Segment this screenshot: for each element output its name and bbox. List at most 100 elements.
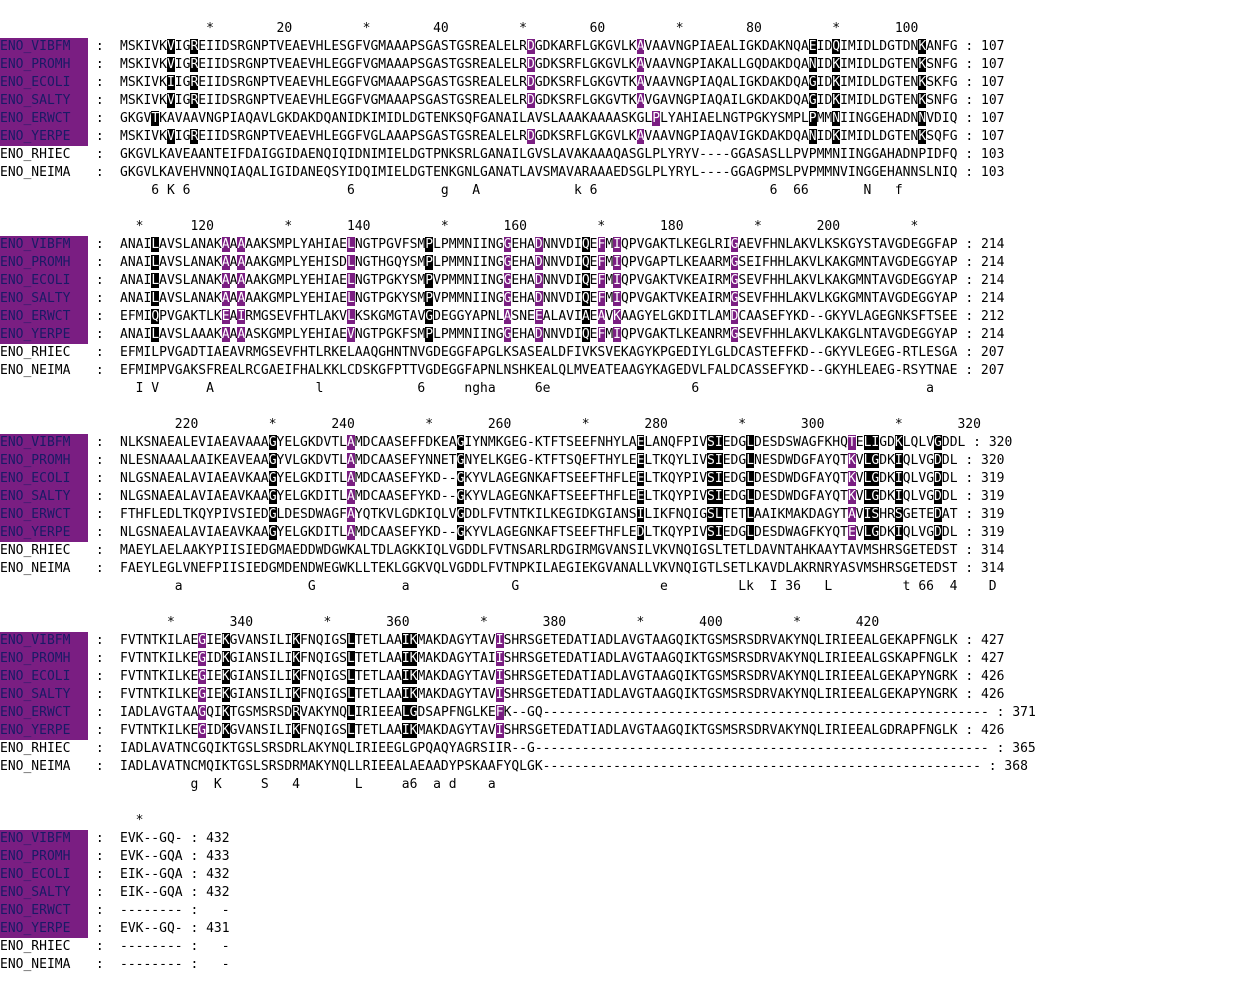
residue-count: : 319	[957, 525, 1005, 540]
alignment-row: ENO_VIBFM : ANAILAVSLANAKAAAAAKSMPLYAHIA…	[0, 236, 1005, 254]
residue-count: : -	[182, 939, 230, 954]
residue-count: : 371	[988, 705, 1036, 720]
separator: :	[88, 849, 112, 864]
sequence-text: ANAILAVSLAAAKAAAASKGMPLYEHIAEVNGTPGKFSMP…	[120, 327, 958, 342]
identical-residue: I	[894, 489, 903, 504]
similar-residue: I	[495, 687, 504, 702]
identical-residue: G	[456, 453, 465, 468]
sequence-name: ENO_VIBFM	[0, 434, 88, 452]
alignment-block: * ENO_VIBFM : EVK--GQ- : 432 ENO_PROMH : E…	[0, 812, 230, 974]
identical-residue: R	[190, 57, 199, 72]
similar-residue: G	[198, 687, 207, 702]
residue-count: : 432	[182, 831, 230, 846]
similar-residue: A	[221, 237, 230, 252]
similar-residue: A	[237, 291, 246, 306]
identical-residue: R	[190, 39, 199, 54]
sequence-name: ENO_RHIEC	[0, 939, 71, 954]
similar-residue: G	[730, 273, 739, 288]
alignment-row: ENO_VIBFM : NLKSNAEALEVIAEAVAAAGYELGKDVT…	[0, 434, 1012, 452]
identical-residue: G	[456, 435, 465, 450]
identical-residue: G	[456, 489, 465, 504]
alignment-row: ENO_NEIMA : -------- : -	[0, 956, 230, 974]
separator: :	[88, 957, 112, 972]
sequence-name: ENO_ERWCT	[0, 704, 88, 722]
residue-count: : 107	[957, 39, 1005, 54]
identical-residue: K	[832, 75, 841, 90]
sequence-name: ENO_RHIEC	[0, 345, 71, 360]
sequence-name: ENO_ERWCT	[0, 902, 88, 920]
separator: :	[88, 291, 112, 306]
identical-residue: D	[934, 507, 942, 522]
identical-residue: P	[808, 111, 817, 126]
similar-residue: D	[534, 255, 543, 270]
identical-residue: L	[151, 237, 160, 252]
consensus-line: I V A l 6 ngha 6e 6 a	[120, 381, 934, 396]
identical-residue: L	[746, 471, 755, 486]
residue-count: : 432	[182, 885, 230, 900]
identical-residue: K	[894, 435, 903, 450]
identical-residue: G	[871, 471, 880, 486]
alignment-row: ENO_ECOLI : ANAILAVSLANAKAAAAAKGMPLYEHIA…	[0, 272, 1005, 290]
identical-residue: G	[871, 453, 880, 468]
identical-residue: I	[166, 75, 175, 90]
similar-residue: A	[221, 327, 230, 342]
residue-count: : 207	[957, 345, 1005, 360]
identical-residue: K	[221, 687, 230, 702]
identical-residue: K	[409, 723, 418, 738]
identical-residue: I	[714, 525, 723, 540]
identical-residue: L	[746, 507, 755, 522]
similar-residue: D	[534, 291, 543, 306]
identical-residue: Q	[581, 237, 590, 252]
sequence-text: ANAILAVSLANAKAAAAAKSMPLYAHIAELNGTPGVFSMP…	[120, 237, 958, 252]
identical-residue: Q	[581, 291, 590, 306]
sequence-name: ENO_VIBFM	[0, 38, 88, 56]
similar-residue: A	[237, 237, 246, 252]
identical-residue: K	[832, 93, 841, 108]
identical-residue: T	[151, 111, 160, 126]
alignment-row: ENO_NEIMA : FAEYLEGLVNEFPIISIEDGMDENDWEG…	[0, 560, 1012, 578]
identical-residue: L	[151, 327, 160, 342]
similar-residue: I	[613, 237, 621, 252]
separator: :	[88, 633, 112, 648]
identical-residue: G	[268, 489, 277, 504]
sequence-name: ENO_ECOLI	[0, 668, 88, 686]
identical-residue: P	[425, 255, 434, 270]
identical-residue: K	[221, 705, 230, 720]
sequence-text: --------	[120, 903, 183, 918]
separator: :	[88, 561, 112, 576]
similar-residue: A	[347, 489, 355, 504]
similar-residue: D	[527, 129, 535, 144]
sequence-name: ENO_ECOLI	[0, 74, 88, 92]
identical-residue: I	[894, 525, 903, 540]
sequence-name: ENO_RHIEC	[0, 741, 71, 756]
separator: :	[88, 111, 112, 126]
alignment-row: ENO_VIBFM : EVK--GQ- : 432	[0, 830, 230, 848]
sequence-name: ENO_SALTY	[0, 686, 88, 704]
position-ruler: * 340 * 360 * 380 * 400 * 420	[120, 615, 880, 630]
similar-residue: F	[597, 273, 606, 288]
similar-residue: F	[597, 327, 606, 342]
similar-residue: D	[534, 273, 543, 288]
similar-residue: D	[534, 237, 543, 252]
similar-residue: I	[495, 723, 504, 738]
similar-residue: A	[636, 57, 645, 72]
identical-residue: I	[401, 669, 410, 684]
residue-count: : 319	[957, 507, 1005, 522]
similar-residue: G	[503, 327, 512, 342]
residue-count: : 426	[957, 687, 1005, 702]
similar-residue: I	[495, 669, 504, 684]
residue-count: : 365	[988, 741, 1036, 756]
sequence-text: GKGVLKAVEAANTEIFDAIGGIDAENQIQIDNIMIELDGT…	[120, 147, 958, 162]
similar-residue: G	[730, 291, 739, 306]
alignment-row: ENO_NEIMA : GKGVLKAVEHVNNQIAQALIGIDANEQS…	[0, 164, 1005, 182]
similar-residue: T	[847, 435, 856, 450]
identical-residue: E	[636, 453, 645, 468]
sequence-text: EFMILPVGADTIAEAVRMGSEVFHTLRKELAAQGHNTNVG…	[120, 345, 958, 360]
residue-count: : 426	[957, 723, 1005, 738]
residue-count: : 431	[182, 921, 230, 936]
alignment-row: ENO_PROMH : MSKIVKVIGREIIDSRGNPTVEAEVHLE…	[0, 56, 1005, 74]
similar-residue: L	[347, 309, 355, 324]
residue-count: : 107	[957, 129, 1005, 144]
identical-residue: P	[425, 291, 434, 306]
alignment-row: ENO_ERWCT : EFMIQPVGAKTLKEAIRMGSEVFHTLAK…	[0, 308, 1005, 326]
